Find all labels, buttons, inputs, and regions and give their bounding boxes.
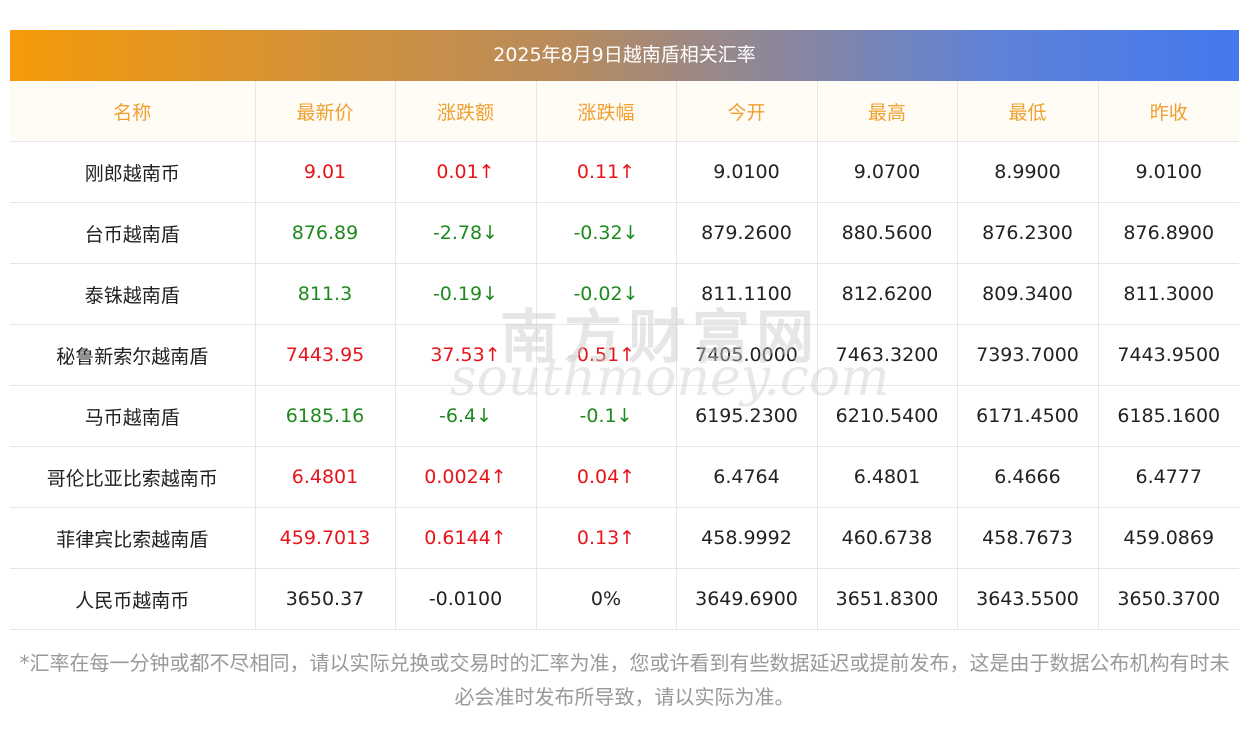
cell-name: 泰铢越南盾 <box>10 263 256 325</box>
cell-pct: 0.11↑ <box>535 141 677 203</box>
cell-name: 秘鲁新索尔越南盾 <box>10 324 256 386</box>
cell-high: 7463.3200 <box>816 324 958 386</box>
cell-prev: 6.4777 <box>1097 446 1239 508</box>
col-header-high: 最高 <box>816 81 958 142</box>
disclaimer-note: *汇率在每一分钟或都不尽相同，请以实际兑换或交易时的汇率为准，您或许看到有些数据… <box>19 651 1230 709</box>
table-title: 2025年8月9日越南盾相关汇率 <box>10 30 1239 81</box>
cell-name: 台币越南盾 <box>10 202 256 264</box>
cell-high: 6210.5400 <box>816 385 958 447</box>
rate-table-container: 2025年8月9日越南盾相关汇率 名称 最新价 涨跌额 涨跌幅 今开 最高 最低… <box>10 30 1239 630</box>
cell-open: 7405.0000 <box>675 324 818 386</box>
cell-low: 458.7673 <box>956 507 1099 569</box>
cell-change: 0.0024↑ <box>394 446 537 508</box>
cell-low: 6171.4500 <box>956 385 1099 447</box>
cell-change: -0.0100 <box>394 568 537 630</box>
cell-name: 刚郎越南币 <box>10 141 256 203</box>
col-header-name: 名称 <box>10 81 256 142</box>
cell-prev: 459.0869 <box>1097 507 1239 569</box>
cell-change: 37.53↑ <box>394 324 537 386</box>
table-row: 人民币越南币 3650.37 -0.0100 0% 3649.6900 3651.8300… <box>10 568 1239 630</box>
cell-low: 7393.7000 <box>956 324 1099 386</box>
table-row: 菲律宾比索越南盾 459.7013 0.6144↑ 0.13↑ 458.9992 460.… <box>10 507 1239 569</box>
cell-open: 811.1100 <box>675 263 818 325</box>
cell-change: -6.4↓ <box>394 385 537 447</box>
cell-high: 812.6200 <box>816 263 958 325</box>
cell-prev: 3650.3700 <box>1097 568 1239 630</box>
table-row: 台币越南盾 876.89 -2.78↓ -0.32↓ 879.2600 880.5600 8… <box>10 202 1239 264</box>
cell-latest: 459.7013 <box>254 507 396 569</box>
cell-name: 哥伦比亚比索越南币 <box>10 446 256 508</box>
cell-prev: 876.8900 <box>1097 202 1239 264</box>
cell-low: 876.2300 <box>956 202 1099 264</box>
cell-change: -2.78↓ <box>394 202 537 264</box>
cell-prev: 811.3000 <box>1097 263 1239 325</box>
cell-open: 6195.2300 <box>675 385 818 447</box>
col-header-pct: 涨跌幅 <box>535 81 677 142</box>
cell-high: 9.0700 <box>816 141 958 203</box>
cell-open: 6.4764 <box>675 446 818 508</box>
cell-open: 458.9992 <box>675 507 818 569</box>
col-header-low: 最低 <box>956 81 1099 142</box>
col-header-latest: 最新价 <box>254 81 396 142</box>
header-row: 名称 最新价 涨跌额 涨跌幅 今开 最高 最低 昨收 <box>10 81 1239 142</box>
cell-pct: -0.02↓ <box>535 263 677 325</box>
cell-latest: 811.3 <box>254 263 396 325</box>
table-row: 哥伦比亚比索越南币 6.4801 0.0024↑ 0.04↑ 6.4764 6.4801 6… <box>10 446 1239 508</box>
cell-pct: 0.13↑ <box>535 507 677 569</box>
cell-name: 马币越南盾 <box>10 385 256 447</box>
cell-latest: 6185.16 <box>254 385 396 447</box>
cell-pct: -0.1↓ <box>535 385 677 447</box>
cell-prev: 6185.1600 <box>1097 385 1239 447</box>
cell-high: 3651.8300 <box>816 568 958 630</box>
cell-change: 0.01↑ <box>394 141 537 203</box>
col-header-prev: 昨收 <box>1097 81 1239 142</box>
cell-change: 0.6144↑ <box>394 507 537 569</box>
cell-pct: 0.51↑ <box>535 324 677 386</box>
cell-open: 9.0100 <box>675 141 818 203</box>
cell-latest: 876.89 <box>254 202 396 264</box>
cell-name: 菲律宾比索越南盾 <box>10 507 256 569</box>
cell-pct: 0.04↑ <box>535 446 677 508</box>
cell-open: 879.2600 <box>675 202 818 264</box>
cell-low: 3643.5500 <box>956 568 1099 630</box>
cell-latest: 6.4801 <box>254 446 396 508</box>
cell-prev: 9.0100 <box>1097 141 1239 203</box>
col-header-open: 今开 <box>675 81 818 142</box>
table-row: 刚郎越南币 9.01 0.01↑ 0.11↑ 9.0100 9.0700 8.9900 9.0… <box>10 141 1239 203</box>
cell-low: 6.4666 <box>956 446 1099 508</box>
exchange-rate-table: 名称 最新价 涨跌额 涨跌幅 今开 最高 最低 昨收 刚郎越南币 9.01 0.01… <box>10 81 1239 630</box>
cell-high: 460.6738 <box>816 507 958 569</box>
cell-latest: 3650.37 <box>254 568 396 630</box>
cell-pct: 0% <box>535 568 677 630</box>
cell-name: 人民币越南币 <box>10 568 256 630</box>
cell-latest: 9.01 <box>254 141 396 203</box>
cell-high: 6.4801 <box>816 446 958 508</box>
cell-latest: 7443.95 <box>254 324 396 386</box>
table-row: 泰铢越南盾 811.3 -0.19↓ -0.02↓ 811.1100 812.6200 80… <box>10 263 1239 325</box>
col-header-change: 涨跌额 <box>394 81 537 142</box>
cell-prev: 7443.9500 <box>1097 324 1239 386</box>
cell-low: 8.9900 <box>956 141 1099 203</box>
table-row: 马币越南盾 6185.16 -6.4↓ -0.1↓ 6195.2300 6210.5400… <box>10 385 1239 447</box>
cell-pct: -0.32↓ <box>535 202 677 264</box>
cell-open: 3649.6900 <box>675 568 818 630</box>
cell-change: -0.19↓ <box>394 263 537 325</box>
cell-high: 880.5600 <box>816 202 958 264</box>
cell-low: 809.3400 <box>956 263 1099 325</box>
table-row: 秘鲁新索尔越南盾 7443.95 37.53↑ 0.51↑ 7405.0000 7463.… <box>10 324 1239 386</box>
